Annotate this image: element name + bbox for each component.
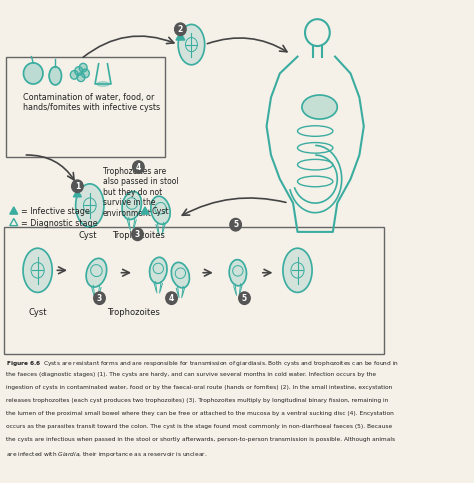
Text: are infected with $\it{Giardia}$, their importance as a reservoir is unclear.: are infected with $\it{Giardia}$, their … bbox=[6, 450, 207, 459]
Text: the lumen of the proximal small bowel where they can be free or attached to the : the lumen of the proximal small bowel wh… bbox=[6, 411, 393, 416]
Ellipse shape bbox=[49, 67, 62, 85]
Circle shape bbox=[239, 292, 250, 304]
Text: $\bf{Figure\ 6.6}$  Cysts are resistant forms and are responsible for transmissi: $\bf{Figure\ 6.6}$ Cysts are resistant f… bbox=[6, 359, 399, 368]
Ellipse shape bbox=[97, 82, 109, 86]
Ellipse shape bbox=[76, 184, 104, 227]
Circle shape bbox=[75, 67, 82, 75]
Text: = Diagnostic stage: = Diagnostic stage bbox=[21, 219, 98, 228]
Polygon shape bbox=[73, 190, 82, 197]
Circle shape bbox=[24, 63, 43, 84]
Circle shape bbox=[133, 161, 144, 173]
Circle shape bbox=[72, 180, 83, 193]
Text: 5: 5 bbox=[242, 294, 247, 303]
FancyBboxPatch shape bbox=[6, 57, 165, 157]
FancyBboxPatch shape bbox=[4, 227, 383, 355]
Ellipse shape bbox=[23, 248, 52, 292]
Circle shape bbox=[77, 73, 85, 82]
Text: = Infective stage: = Infective stage bbox=[21, 207, 90, 216]
Text: 2: 2 bbox=[178, 25, 183, 34]
Ellipse shape bbox=[151, 196, 170, 224]
Text: 4: 4 bbox=[169, 294, 174, 303]
Ellipse shape bbox=[86, 258, 107, 287]
Circle shape bbox=[70, 71, 78, 79]
Text: the faeces (diagnostic stages) (1). The cysts are hardy, and can survive several: the faeces (diagnostic stages) (1). The … bbox=[6, 372, 376, 377]
Text: Contamination of water, food, or
hands/fomites with infective cysts: Contamination of water, food, or hands/f… bbox=[24, 93, 161, 112]
Ellipse shape bbox=[302, 95, 337, 119]
Circle shape bbox=[166, 292, 177, 304]
Polygon shape bbox=[176, 32, 185, 40]
Text: Cyst: Cyst bbox=[152, 207, 169, 216]
Ellipse shape bbox=[122, 191, 141, 220]
Ellipse shape bbox=[229, 260, 246, 286]
Text: 1: 1 bbox=[75, 182, 80, 191]
Ellipse shape bbox=[149, 257, 167, 284]
Circle shape bbox=[94, 292, 105, 304]
Text: ingestion of cysts in contaminated water, food or by the faecal-oral route (hand: ingestion of cysts in contaminated water… bbox=[6, 385, 392, 390]
Text: Cyst: Cyst bbox=[28, 308, 47, 317]
Text: 3: 3 bbox=[135, 230, 140, 239]
Circle shape bbox=[79, 63, 87, 72]
Circle shape bbox=[82, 69, 89, 78]
Polygon shape bbox=[10, 207, 18, 214]
Text: 5: 5 bbox=[233, 220, 238, 229]
Text: Cyst: Cyst bbox=[78, 231, 97, 240]
Ellipse shape bbox=[178, 25, 205, 65]
Circle shape bbox=[174, 23, 186, 35]
Ellipse shape bbox=[171, 262, 190, 288]
Text: occurs as the parasites transit toward the colon. The cyst is the stage found mo: occurs as the parasites transit toward t… bbox=[6, 424, 392, 429]
Ellipse shape bbox=[283, 248, 312, 292]
Text: Trophozoites are
also passed in stool
but they do not
survive in the
environment: Trophozoites are also passed in stool bu… bbox=[103, 167, 179, 218]
Text: 4: 4 bbox=[136, 163, 141, 171]
Circle shape bbox=[230, 218, 241, 231]
Circle shape bbox=[132, 228, 143, 241]
Text: Trophozoites: Trophozoites bbox=[108, 308, 160, 317]
Polygon shape bbox=[141, 207, 149, 214]
Text: Trophozoites: Trophozoites bbox=[112, 231, 165, 240]
Text: the cysts are infectious when passed in the stool or shortly afterwards, person-: the cysts are infectious when passed in … bbox=[6, 437, 395, 442]
Text: 3: 3 bbox=[97, 294, 102, 303]
Text: releases trophozoites (each cyst produces two trophozoites) (3). Trophozoites mu: releases trophozoites (each cyst produce… bbox=[6, 398, 388, 403]
